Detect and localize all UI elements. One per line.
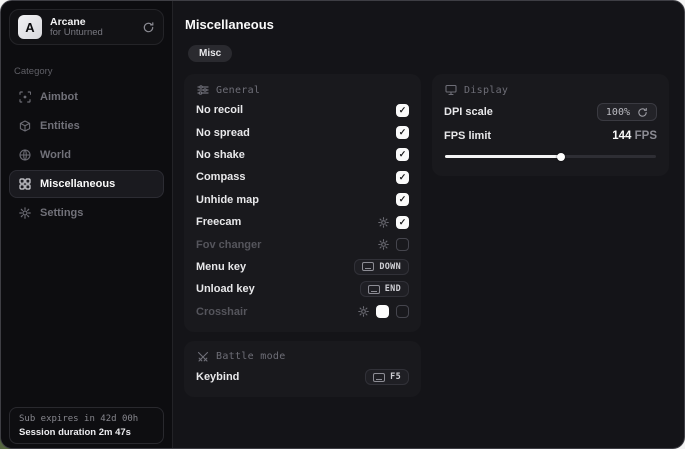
keyboard-icon (367, 284, 380, 294)
fps-slider-fill (445, 152, 566, 161)
battle-card-header: Battle mode (197, 351, 409, 363)
sync-icon[interactable] (142, 21, 155, 34)
sidebar-nav: Aimbot Entities Wo (1, 83, 172, 228)
setting-label: Freecam (196, 216, 242, 229)
app-meta: Arcane for Unturned (50, 16, 103, 39)
setting-label: Unhide map (196, 193, 259, 206)
sidebar-item-world[interactable]: World (9, 141, 164, 169)
fps-slider-thumb[interactable] (557, 152, 566, 161)
checkbox[interactable]: ✓ (396, 215, 409, 229)
sub-expires-text: Sub expires in 42d 00h (19, 414, 139, 424)
gear-icon (19, 207, 31, 219)
globe-icon (19, 149, 31, 161)
checkbox[interactable]: ✓ (396, 103, 409, 117)
setting-row-no-spread: No spread ✓ (196, 121, 409, 143)
setting-row-no-shake: No shake ✓ (196, 144, 409, 166)
checkbox[interactable] (396, 238, 409, 252)
card-title: Battle mode (216, 351, 286, 363)
sidebar-item-miscellaneous[interactable]: Miscellaneous (9, 170, 164, 198)
setting-row-keybind: Keybind F5 (196, 366, 409, 388)
session-duration-text: Session duration 2m 47s (19, 427, 131, 438)
swords-icon (197, 351, 209, 363)
setting-label: No spread (196, 126, 250, 139)
sliders-icon (197, 84, 209, 96)
setting-row-unhide-map: Unhide map ✓ (196, 189, 409, 211)
setting-label: Unload key (196, 283, 255, 296)
card-title: Display (464, 84, 509, 96)
color-swatch[interactable] (376, 305, 389, 319)
setting-label: Crosshair (196, 305, 248, 318)
sidebar-item-label: Settings (40, 207, 84, 219)
general-card-header: General (197, 84, 409, 96)
keybind-button[interactable]: DOWN (354, 258, 409, 275)
dpi-value: 100% (605, 106, 630, 118)
setting-row-crosshair: Crosshair (196, 301, 409, 323)
keybind-value: F5 (390, 372, 401, 383)
page-title: Miscellaneous (185, 17, 274, 32)
gear-icon[interactable] (378, 216, 389, 228)
battle-mode-card: Battle mode Keybind (184, 340, 421, 398)
display-card: Display DPI scale 100% (432, 74, 669, 177)
sidebar-item-label: Miscellaneous (40, 178, 116, 190)
gear-icon[interactable] (358, 306, 369, 318)
checkbox[interactable]: ✓ (396, 126, 409, 140)
checkbox[interactable]: ✓ (396, 170, 409, 184)
grid-icon (19, 178, 31, 190)
setting-row-dpi-scale: DPI scale 100% (444, 99, 657, 125)
sidebar-item-aimbot[interactable]: Aimbot (9, 83, 164, 111)
app-name: Arcane (50, 15, 86, 28)
setting-row-fps-limit: FPS limit 144 FPS (444, 125, 657, 147)
setting-label: Compass (196, 171, 246, 184)
checkbox[interactable] (396, 305, 409, 319)
main-content: Miscellaneous Misc General (173, 1, 684, 448)
dpi-scale-control[interactable]: 100% (596, 103, 657, 121)
tab-misc[interactable]: Misc (188, 45, 233, 62)
sidebar-item-entities[interactable]: Entities (9, 112, 164, 140)
setting-label: No recoil (196, 104, 244, 117)
checkbox[interactable]: ✓ (396, 148, 409, 162)
setting-label: Keybind (196, 371, 240, 384)
app-logo: A (18, 15, 42, 39)
fps-slider[interactable] (445, 152, 656, 161)
keybind-value: END (384, 284, 401, 295)
setting-row-fov-changer: Fov changer (196, 233, 409, 255)
crosshair-scan-icon (19, 91, 31, 103)
monitor-icon (445, 84, 457, 96)
category-label: Category (14, 66, 53, 77)
sidebar: A Arcane for Unturned Category (1, 1, 173, 448)
keybind-button[interactable]: F5 (365, 369, 409, 386)
reset-icon[interactable] (637, 107, 648, 118)
setting-label: No shake (196, 148, 245, 161)
setting-row-unload-key: Unload key END (196, 278, 409, 300)
general-card: General No recoil ✓ No spread ✓ No shake (184, 74, 421, 332)
sidebar-item-settings[interactable]: Settings (9, 199, 164, 227)
setting-row-compass: Compass ✓ (196, 166, 409, 188)
app-subtitle: for Unturned (50, 26, 103, 38)
keybind-value: DOWN (379, 261, 401, 272)
card-title: General (216, 84, 261, 96)
setting-label: DPI scale (444, 106, 493, 118)
setting-label: Fov changer (196, 238, 262, 251)
display-card-header: Display (445, 84, 657, 96)
sidebar-item-label: Aimbot (40, 91, 78, 103)
subscription-info-box: Sub expires in 42d 00h Session duration … (9, 407, 164, 444)
setting-label: Menu key (196, 260, 247, 273)
sidebar-item-label: Entities (40, 120, 80, 132)
fps-value: 144 FPS (612, 130, 657, 143)
cube-icon (19, 120, 31, 132)
setting-row-freecam: Freecam ✓ (196, 211, 409, 233)
keyboard-icon (373, 372, 386, 382)
checkbox[interactable]: ✓ (396, 193, 409, 207)
setting-label: FPS limit (444, 130, 492, 143)
setting-row-no-recoil: No recoil ✓ (196, 99, 409, 121)
gear-icon[interactable] (378, 239, 389, 250)
keyboard-icon (362, 262, 375, 272)
sidebar-item-label: World (40, 149, 71, 161)
app-header-card: A Arcane for Unturned (9, 9, 164, 45)
setting-row-menu-key: Menu key DOWN (196, 256, 409, 278)
keybind-button[interactable]: END (359, 281, 409, 298)
